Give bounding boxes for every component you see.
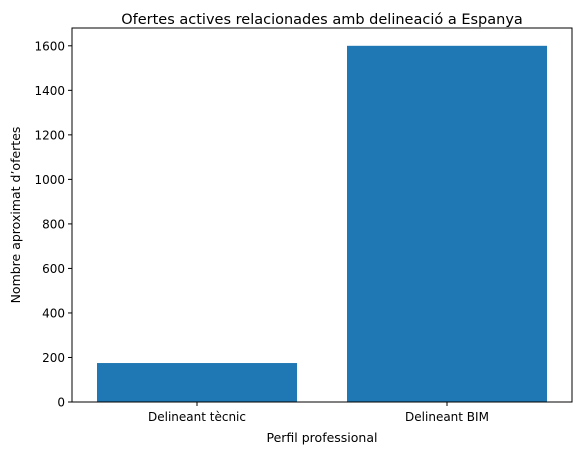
- y-tick-label-6: 1200: [34, 128, 65, 142]
- bars-layer: [97, 45, 547, 403]
- x-tick-label-1: Delineant BIM: [405, 410, 489, 424]
- bar-1: [347, 45, 547, 403]
- y-tick-label-8: 1600: [34, 39, 65, 53]
- y-tick-label-7: 1400: [34, 84, 65, 98]
- x-axis: Delineant tècnic Delineant BIM: [148, 402, 489, 424]
- x-tick-label-0: Delineant tècnic: [148, 410, 246, 424]
- y-tick-label-0: 0: [57, 396, 65, 410]
- y-axis-label: Nombre aproximat d’ofertes: [8, 127, 23, 304]
- y-tick-label-2: 400: [42, 306, 65, 320]
- y-tick-label-1: 200: [42, 351, 65, 365]
- plot-frame: [71, 27, 573, 403]
- y-tick-label-5: 1000: [34, 173, 65, 187]
- y-tick-label-4: 800: [42, 217, 65, 231]
- y-axis: 0 200 400 600 800 1000 1200 1400 1600: [34, 39, 72, 410]
- y-tick-label-3: 600: [42, 262, 65, 276]
- x-axis-label: Perfil professional: [267, 430, 378, 445]
- bar-0: [97, 363, 297, 402]
- chart-title: Ofertes actives relacionades amb delinea…: [121, 12, 523, 28]
